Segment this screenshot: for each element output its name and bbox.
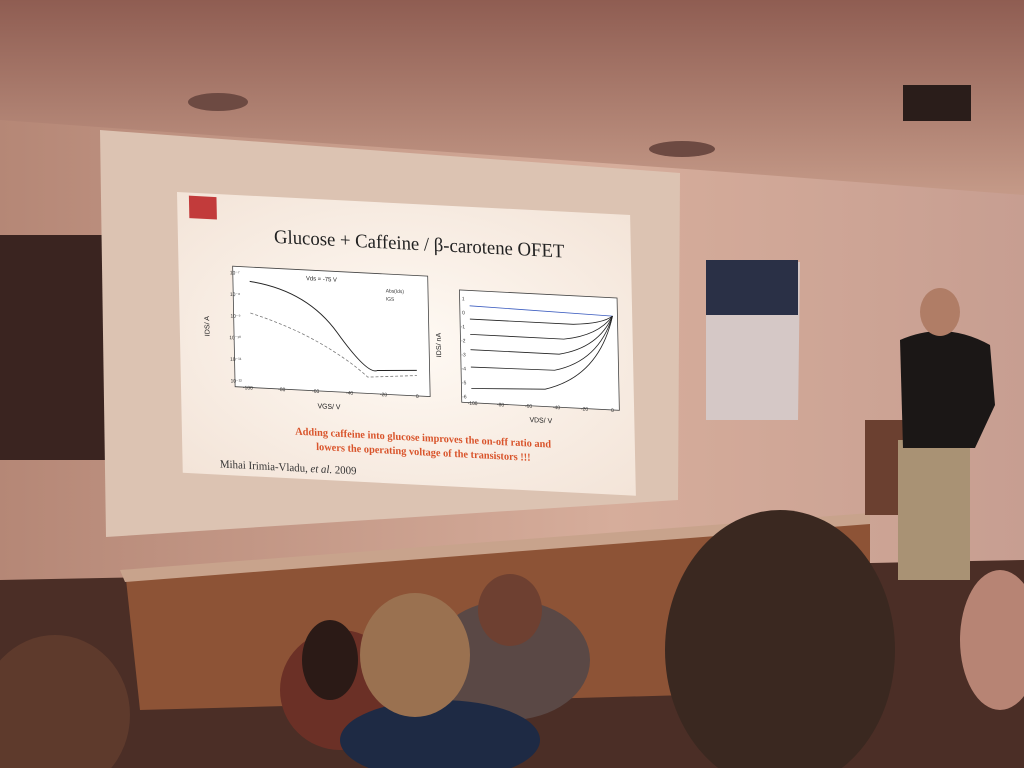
window: [0, 235, 106, 460]
x-axis-label: VGS/ V: [317, 403, 340, 411]
x-axis-label: VDS/ V: [529, 417, 552, 425]
poster-header: [706, 260, 798, 315]
curve: [470, 315, 613, 355]
legend-entry: Abs(Ids): [386, 288, 405, 295]
presenter: [898, 288, 995, 580]
slide: Glucose + Caffeine / β-carotene OFET Vds…: [177, 192, 636, 496]
y-axis-label: IDS/ nA: [436, 332, 443, 357]
y-tick-label: 10⁻¹¹: [230, 357, 242, 364]
x-tick-label: -20: [380, 392, 387, 398]
ceiling-light: [188, 93, 248, 111]
y-axis-label: IDS/ A: [204, 316, 211, 337]
shirt: [900, 331, 995, 448]
x-tick-label: -80: [278, 387, 285, 393]
head: [920, 288, 960, 336]
x-tick-label: -100: [243, 385, 253, 392]
plot-frame: [232, 265, 431, 398]
y-tick-label: -4: [462, 366, 467, 372]
y-tick-label: 10⁻⁸: [230, 292, 240, 299]
legend-entry: IGS: [386, 296, 395, 303]
x-tick-label: 0: [416, 394, 419, 400]
x-tick-label: -60: [525, 403, 532, 409]
desk-top: [120, 513, 870, 582]
person: [302, 620, 358, 700]
trousers: [898, 440, 970, 580]
author-line: Mihai Irimia-Vladu, et al. 2009: [220, 458, 357, 477]
y-tick-label: -1: [461, 324, 466, 330]
curve: [470, 315, 613, 371]
author-year: 2009: [335, 464, 357, 477]
plot-annotation: Vds = -75 V: [306, 276, 337, 284]
person: [430, 600, 590, 720]
person: [478, 574, 542, 646]
y-tick-label: -6: [462, 394, 467, 400]
x-tick-label: -40: [346, 390, 353, 396]
left-plot: Vds = -75 V Abs(Ids) IGS VGS/ V IDS/ A: [204, 265, 431, 411]
curve: [469, 315, 613, 325]
person: [340, 700, 540, 768]
author-etal: et al.: [310, 463, 332, 476]
person: [960, 570, 1024, 710]
speaker: [903, 85, 971, 121]
y-tick-label: -3: [461, 352, 466, 358]
curve: [471, 315, 613, 390]
y-tick-label: -2: [461, 338, 466, 344]
plot-frame: [459, 289, 620, 411]
y-tick-label: 10⁻¹²: [231, 378, 243, 385]
ceiling-light: [649, 141, 715, 157]
x-tick-label: -20: [581, 406, 588, 412]
curve: [249, 280, 417, 372]
curve: [469, 305, 613, 317]
x-tick-label: 0: [611, 408, 614, 414]
audience: [0, 510, 1024, 768]
y-tick-label: 10⁻¹⁰: [229, 335, 241, 342]
x-tick-label: -80: [497, 402, 504, 408]
author: Mihai Irimia-Vladu,: [220, 458, 308, 475]
x-tick-label: -100: [468, 401, 478, 408]
logo: [188, 195, 217, 220]
ceiling: [0, 0, 1024, 195]
y-tick-label: 1: [462, 296, 465, 302]
person: [360, 593, 470, 717]
person: [665, 510, 895, 768]
y-tick-label: -5: [462, 380, 467, 386]
x-tick-label: -40: [553, 405, 560, 411]
curve: [470, 315, 613, 340]
curve: [250, 312, 417, 378]
y-tick-label: 10⁻⁹: [230, 313, 240, 320]
x-tick-label: -60: [312, 389, 319, 395]
y-tick-label: 0: [462, 310, 465, 316]
right-plot: VDS/ V IDS/ nA: [436, 289, 620, 425]
person: [0, 635, 130, 768]
y-tick-label: 10⁻⁷: [230, 270, 240, 277]
